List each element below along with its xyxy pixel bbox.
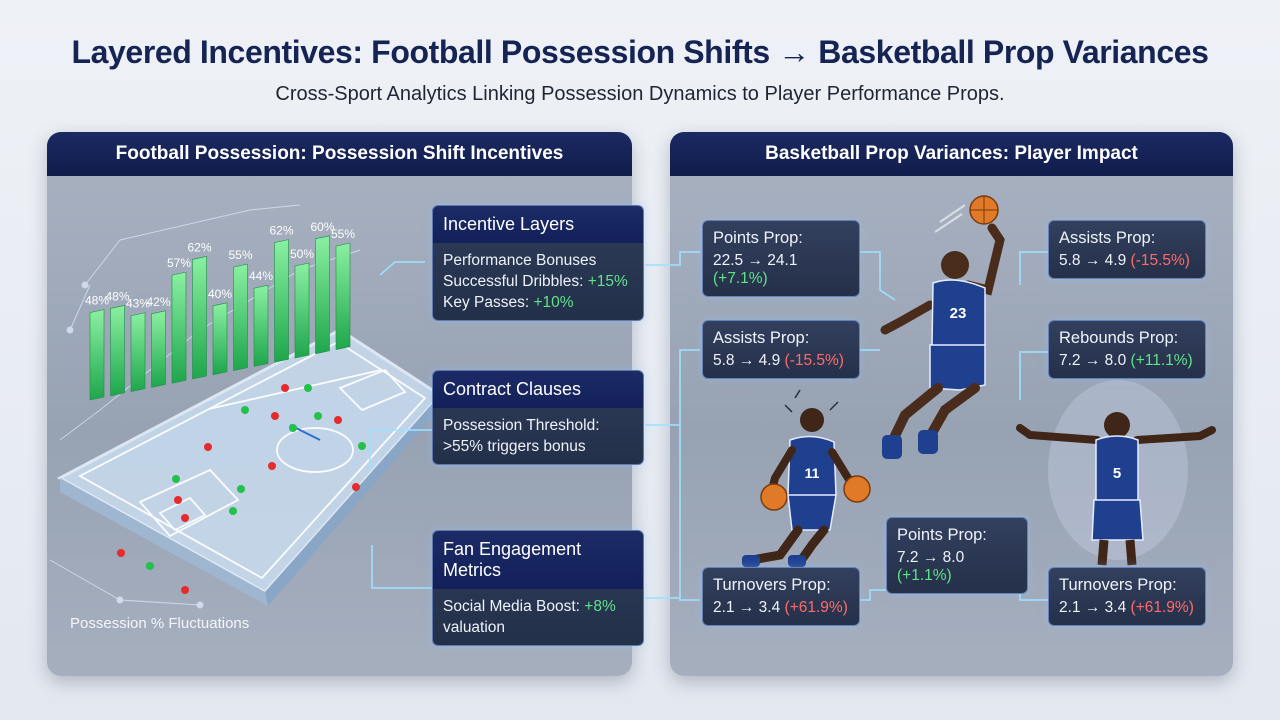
positive-delta: +10% <box>533 294 574 311</box>
chart-bar <box>233 263 248 371</box>
chart-bar <box>315 235 330 355</box>
bar-label: 42% <box>146 295 170 309</box>
prop-card: Points Prop: 22.5 → 24.1 (+7.1%) <box>702 220 860 297</box>
prop-delta: (-15.5%) <box>784 352 844 369</box>
bar-label: 57% <box>167 256 191 270</box>
bar-label: 62% <box>187 240 211 254</box>
bar-label: 48% <box>85 294 109 308</box>
bar-label: 60% <box>310 220 334 234</box>
card-line: Successful Dribbles: +15% <box>443 273 628 290</box>
card-title: Contract Clauses <box>433 371 643 408</box>
contract-clauses-card: Contract Clauses Possession Threshold: >… <box>432 370 644 465</box>
chart-bar <box>151 310 166 388</box>
prop-delta: (+7.1%) <box>713 270 768 287</box>
chart-bar <box>335 242 351 350</box>
jumping-player: 23 <box>880 195 1005 459</box>
prop-delta: (+61.9%) <box>1130 599 1194 616</box>
page-subtitle: Cross-Sport Analytics Linking Possession… <box>275 83 1005 105</box>
celebrating-player: 5 <box>1016 380 1216 566</box>
possession-bar-labels: 48%48%43%42%57%62%40%55%44%62%50%60%55% <box>85 220 355 311</box>
chart-bar <box>253 284 269 367</box>
dribbling-player: 11 <box>742 389 871 567</box>
jersey-number: 23 <box>950 305 967 322</box>
card-line: >55% triggers bonus <box>443 438 586 455</box>
page-title: Layered Incentives: Football Possession … <box>71 34 1209 70</box>
basketball-panel-header: Basketball Prop Variances: Player Impact <box>670 132 1233 176</box>
cross-panel-connectors <box>645 251 700 601</box>
prop-delta: (+1.1%) <box>897 567 952 584</box>
bar-label: 40% <box>208 287 232 301</box>
card-title: Incentive Layers <box>433 206 643 243</box>
bar-label: 55% <box>331 227 355 241</box>
card-line: Key Passes: +10% <box>443 294 574 311</box>
prop-value: 2.1 → 3.4 <box>1059 599 1127 616</box>
jersey-number: 5 <box>1113 465 1121 482</box>
prop-card: Turnovers Prop: 2.1 → 3.4 (+61.9%) <box>1048 567 1206 626</box>
prop-name: Assists Prop: <box>713 329 810 347</box>
prop-name: Points Prop: <box>897 526 987 544</box>
bar-label: 50% <box>290 247 314 261</box>
chart-bar <box>192 256 207 380</box>
prop-value: 2.1 → 3.4 <box>713 599 781 616</box>
prop-card: Points Prop: 7.2 → 8.0 (+1.1%) <box>886 517 1028 594</box>
football-panel-header: Football Possession: Possession Shift In… <box>47 132 632 176</box>
positive-delta: +15% <box>587 273 628 290</box>
bar-label: 48% <box>105 289 129 303</box>
positive-delta: +8% <box>584 598 616 615</box>
incentive-layers-card: Incentive Layers Performance Bonuses Suc… <box>432 205 644 321</box>
prop-name: Turnovers Prop: <box>1059 576 1177 594</box>
chart-bar <box>130 312 146 392</box>
card-line: Possession Threshold: <box>443 417 600 434</box>
basketball-icon <box>843 475 871 503</box>
bar-label: 43% <box>126 297 150 311</box>
chart-bar <box>110 305 125 397</box>
prop-name: Rebounds Prop: <box>1059 329 1179 347</box>
field-caption: Possession % Fluctuations <box>70 615 250 632</box>
player-dots <box>117 384 366 594</box>
prop-card: Rebounds Prop: 7.2 → 8.0 (+11.1%) <box>1048 320 1206 379</box>
prop-value: 7.2 → 8.0 <box>1059 352 1127 369</box>
prop-delta: (+61.9%) <box>784 599 848 616</box>
chart-bar <box>89 309 105 401</box>
bar-label: 55% <box>228 248 252 262</box>
bar-label: 44% <box>249 269 273 283</box>
prop-value: 5.8 → 4.9 <box>713 352 781 369</box>
possession-bar-chart <box>89 235 351 401</box>
prop-value: 7.2 → 8.0 <box>897 549 965 566</box>
basketball-icon <box>760 483 788 511</box>
left-connectors <box>369 261 432 589</box>
prop-card: Assists Prop: 5.8 → 4.9 (-15.5%) <box>1048 220 1206 279</box>
prop-delta: (+11.1%) <box>1130 352 1193 369</box>
jersey-number: 11 <box>805 465 820 481</box>
prop-delta: (-15.5%) <box>1130 252 1190 269</box>
prop-name: Turnovers Prop: <box>713 576 831 594</box>
prop-name: Assists Prop: <box>1059 229 1156 247</box>
chart-bar <box>212 302 228 376</box>
bar-label: 62% <box>269 224 293 238</box>
prop-name: Points Prop: <box>713 229 803 247</box>
chart-bar <box>294 262 310 359</box>
card-line: Social Media Boost: +8% <box>443 598 616 615</box>
prop-value: 22.5 → 24.1 <box>713 252 798 269</box>
fan-engagement-card: Fan Engagement Metrics Social Media Boos… <box>432 530 644 646</box>
card-title: Fan Engagement Metrics <box>433 531 643 589</box>
card-line: Performance Bonuses <box>443 252 597 269</box>
prop-value: 5.8 → 4.9 <box>1059 252 1127 269</box>
chart-bar <box>274 239 289 363</box>
football-field <box>56 328 443 606</box>
chart-bar <box>171 271 187 384</box>
prop-card: Assists Prop: 5.8 → 4.9 (-15.5%) <box>702 320 860 379</box>
prop-card: Turnovers Prop: 2.1 → 3.4 (+61.9%) <box>702 567 860 626</box>
card-line: valuation <box>443 619 506 636</box>
